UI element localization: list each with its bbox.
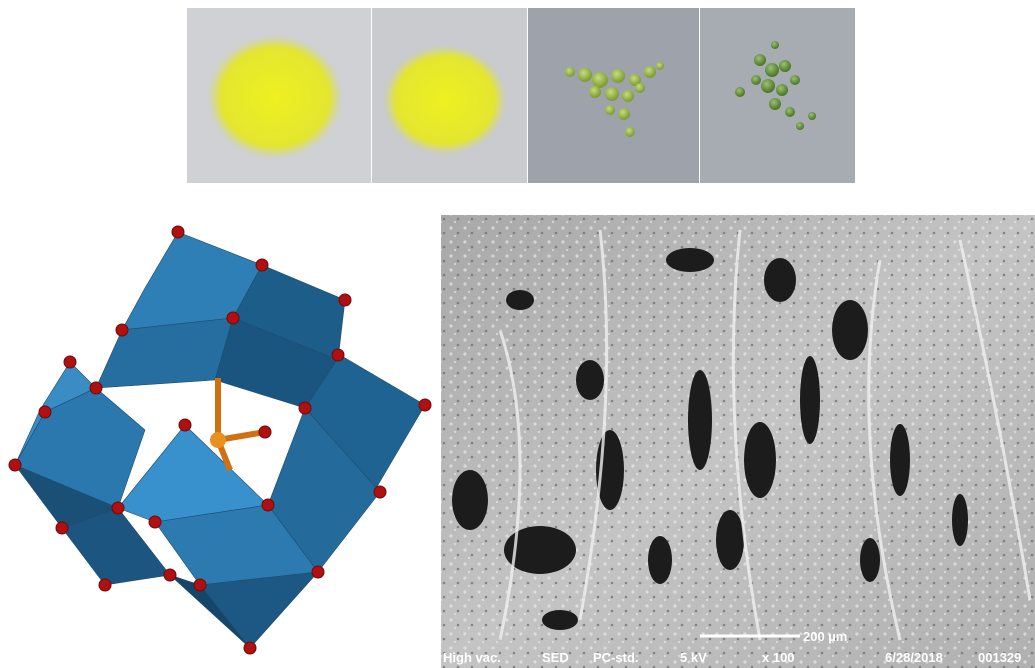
- yellow-powder: [383, 45, 507, 155]
- sem-info: 001329: [978, 650, 1021, 665]
- walls: [498, 229, 1032, 641]
- sem-image: 200 µm High vac. SED PC-std. 5 kV x 100 …: [441, 215, 1035, 668]
- photo-4: [700, 8, 855, 183]
- sem-info: SED: [542, 650, 569, 665]
- green-granules: [735, 41, 816, 130]
- sem-info: 6/28/2018: [885, 650, 943, 665]
- polyhedra-model: [8, 225, 432, 655]
- green-granules: [565, 62, 664, 137]
- scale-bar-label: 200 µm: [803, 629, 847, 644]
- photo-strip: [187, 8, 855, 183]
- sem-info: High vac.: [443, 650, 501, 665]
- sem-info: x 100: [762, 650, 795, 665]
- sem-info: PC-std.: [593, 650, 639, 665]
- pores: [452, 248, 968, 630]
- sem-info: 5 kV: [680, 650, 707, 665]
- yellow-powder: [207, 35, 343, 159]
